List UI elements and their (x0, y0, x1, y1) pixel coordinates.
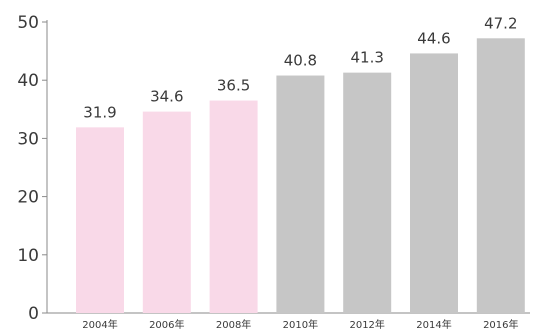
x-tick-label: 2008年 (216, 318, 251, 331)
bar (476, 38, 525, 314)
y-tick-label: 40 (17, 71, 39, 91)
data-label: 31.9 (83, 103, 116, 121)
x-tick-label: 2014年 (416, 318, 451, 331)
data-label: 47.2 (484, 14, 517, 32)
x-tick-label: 2010年 (283, 318, 318, 331)
bar (343, 72, 392, 313)
y-tick-label: 30 (17, 129, 39, 149)
y-tick-label: 20 (17, 188, 39, 208)
y-tick-label: 0 (28, 304, 39, 324)
bar (142, 111, 191, 314)
y-tick-label: 50 (17, 13, 39, 33)
x-axis-labels: 2004年 2006年 2008年 2010年 2012年 2014年 2016年 (82, 318, 518, 331)
data-label: 34.6 (150, 88, 183, 106)
data-label: 41.3 (350, 49, 383, 67)
bar (276, 75, 325, 313)
data-label: 44.6 (417, 29, 450, 47)
y-axis: 0 10 20 30 40 50 (17, 13, 530, 324)
data-label: 40.8 (284, 52, 317, 70)
bars (76, 38, 525, 314)
data-labels: 31.9 34.6 36.5 40.8 41.3 44.6 47.2 (83, 14, 517, 121)
bar (209, 100, 258, 313)
data-label: 36.5 (217, 77, 250, 95)
bar (76, 127, 124, 313)
y-tick-label: 10 (17, 246, 39, 266)
bar (410, 53, 458, 313)
x-tick-label: 2012年 (349, 318, 384, 331)
x-tick-label: 2016年 (483, 318, 518, 331)
x-tick-label: 2004年 (82, 318, 117, 331)
x-tick-label: 2006年 (149, 318, 184, 331)
